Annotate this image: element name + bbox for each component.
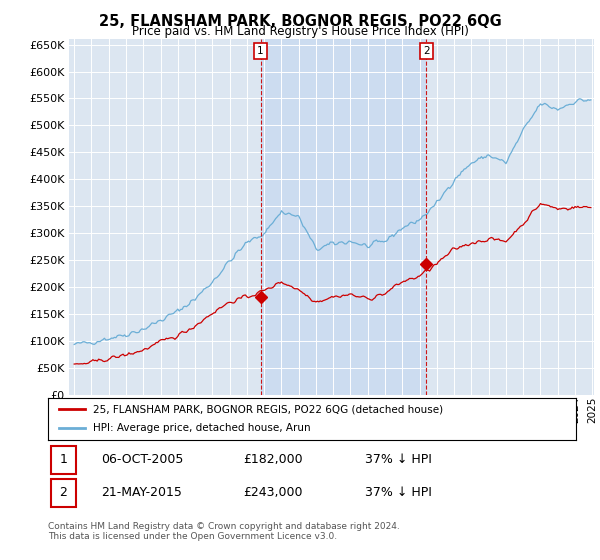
- Text: 21-MAY-2015: 21-MAY-2015: [101, 486, 182, 500]
- Text: £243,000: £243,000: [244, 486, 303, 500]
- Text: 25, FLANSHAM PARK, BOGNOR REGIS, PO22 6QG: 25, FLANSHAM PARK, BOGNOR REGIS, PO22 6Q…: [98, 14, 502, 29]
- Text: HPI: Average price, detached house, Arun: HPI: Average price, detached house, Arun: [93, 423, 311, 433]
- Text: £182,000: £182,000: [244, 454, 303, 466]
- Bar: [50, 479, 76, 507]
- Text: 1: 1: [257, 46, 264, 56]
- Text: 25, FLANSHAM PARK, BOGNOR REGIS, PO22 6QG (detached house): 25, FLANSHAM PARK, BOGNOR REGIS, PO22 6Q…: [93, 404, 443, 414]
- Text: 37% ↓ HPI: 37% ↓ HPI: [365, 486, 431, 500]
- Text: 2: 2: [59, 486, 67, 500]
- Text: Contains HM Land Registry data © Crown copyright and database right 2024.
This d: Contains HM Land Registry data © Crown c…: [48, 522, 400, 542]
- Text: 06-OCT-2005: 06-OCT-2005: [101, 454, 183, 466]
- Text: 2: 2: [423, 46, 430, 56]
- Text: Price paid vs. HM Land Registry's House Price Index (HPI): Price paid vs. HM Land Registry's House …: [131, 25, 469, 38]
- Text: 1: 1: [59, 454, 67, 466]
- Bar: [50, 446, 76, 474]
- Bar: [260, 39, 426, 395]
- Text: 37% ↓ HPI: 37% ↓ HPI: [365, 454, 431, 466]
